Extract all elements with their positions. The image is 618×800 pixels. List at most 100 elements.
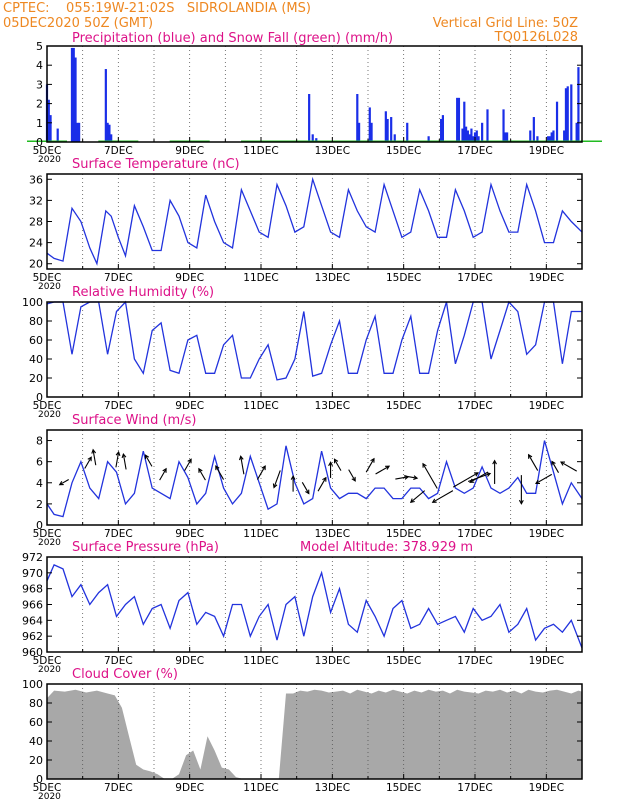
y-tick-label: 1	[36, 117, 43, 130]
x-tick-label: 9DEC	[175, 528, 204, 540]
wind-arrow	[375, 465, 390, 475]
precip-bar	[78, 122, 81, 142]
x-tick-label: 19DEC	[529, 400, 564, 412]
y-tick-label: 4	[36, 59, 43, 72]
x-tick-label: 17DEC	[457, 400, 492, 412]
y-tick-label: 100	[22, 678, 43, 691]
y-tick-label: 60	[29, 716, 43, 729]
y-tick-label: 0	[36, 519, 43, 532]
precip-bar	[529, 130, 532, 142]
y-tick-label: 968	[22, 583, 43, 596]
x-tick-label: 7DEC	[104, 528, 133, 540]
x-tick-label: 13DEC	[315, 782, 350, 794]
x-tick-label: 9DEC	[175, 782, 204, 794]
precip-bar	[440, 118, 443, 142]
precip-bar	[475, 130, 478, 142]
precip-bar	[506, 132, 509, 142]
precip-bar	[441, 115, 444, 142]
wind-x-ticks: 5DEC 7DEC 9DEC 11DEC 13DEC 15DEC 17DEC 19DEC 202…	[33, 520, 564, 548]
x-tick-label: 5DEC	[33, 145, 62, 157]
x-tick-label: 19DEC	[529, 655, 564, 667]
x-tick-label: 17DEC	[457, 145, 492, 157]
humidity-line	[46, 300, 582, 381]
precip-title: Precipitation (blue) and Snow Fall (gree…	[72, 31, 393, 46]
x-tick-label: 11DEC	[243, 272, 278, 284]
x-tick-label: 19DEC	[529, 782, 564, 794]
x-tick-label: 17DEC	[457, 782, 492, 794]
x-tick-label: 17DEC	[457, 655, 492, 667]
wind-arrow-head	[551, 460, 556, 466]
pressure-y-ticks: 960 962 964 966 968 970 972	[22, 551, 582, 659]
wind-arrow-head	[272, 483, 278, 489]
cloud-cover-panel: 0 20 40 60 80 100 5DEC 7DEC 9DEC 11DEC 13DEC 15DEC…	[22, 667, 583, 800]
y-tick-label: 20	[29, 372, 43, 385]
wind-arrow	[273, 470, 281, 488]
wind-arrow-head	[187, 458, 192, 464]
wind-arrow-head	[413, 475, 419, 481]
wind-arrow-head	[328, 461, 333, 467]
x-tick-label: 15DEC	[386, 400, 421, 412]
precip-bar	[56, 128, 59, 142]
precip-bar	[464, 126, 468, 142]
precip-bar	[463, 101, 466, 142]
wind-arrow-head	[121, 452, 127, 459]
precip-bar	[564, 88, 568, 142]
wind-arrow	[122, 453, 127, 470]
x-tick-label: 7DEC	[104, 655, 133, 667]
x-tick-label: 13DEC	[315, 655, 350, 667]
wind-arrow	[184, 459, 192, 471]
precip-bar	[384, 111, 387, 142]
precipitation-panel: 0 1 2 3 4 5 5DEC 7DEC 9DEC 11DEC 13DEC 15DEC 17DEC 1…	[27, 31, 602, 165]
x-year-label: 2020	[38, 665, 61, 675]
y-tick-label: 100	[22, 296, 43, 309]
x-year-label: 2020	[38, 538, 61, 548]
cloud-cover-y-ticks: 0 20 40 60 80 100	[22, 678, 582, 786]
wind-line	[46, 440, 583, 518]
cloud-cover-x-ticks: 5DEC 7DEC 9DEC 11DEC 13DEC 15DEC 17DEC 19DEC 202…	[33, 774, 564, 800]
wind-arrow	[535, 473, 553, 484]
precip-bar	[486, 109, 489, 142]
wind-arrow	[551, 461, 560, 473]
precip-bar	[315, 138, 318, 142]
y-tick-label: 0	[36, 773, 43, 786]
precip-bar	[390, 117, 393, 142]
x-tick-label: 11DEC	[243, 782, 278, 794]
wind-arrow-head	[322, 476, 327, 482]
precip-bar	[104, 69, 107, 142]
wind-arrow-head	[198, 467, 203, 473]
wind-arrow-head	[422, 462, 427, 468]
precip-bar	[548, 136, 551, 142]
precip-bar	[393, 134, 396, 142]
precip-bar	[461, 128, 464, 142]
wind-arrows	[58, 448, 577, 505]
wind-arrow-head	[215, 465, 220, 471]
header-grid-line: Vertical Grid Line: 50Z	[433, 16, 578, 31]
precip-bar	[477, 136, 480, 142]
precip-bar	[502, 109, 505, 142]
precip-bar	[470, 128, 473, 142]
precip-bar	[466, 130, 469, 142]
pressure-title: Surface Pressure (hPa)	[72, 540, 219, 555]
humidity-frame	[46, 301, 583, 398]
precip-bar	[76, 122, 79, 142]
y-tick-label: 40	[29, 735, 43, 748]
precip-bar	[468, 134, 471, 142]
precip-bar	[552, 130, 555, 142]
precip-bar	[570, 84, 573, 142]
cloud-cover-area	[47, 689, 582, 779]
precip-bar	[49, 115, 52, 142]
wind-arrow	[240, 456, 245, 475]
x-year-label: 2020	[38, 410, 61, 420]
temperature-y-ticks: 20 24 28 32 36	[29, 173, 582, 271]
wind-arrow-head	[486, 472, 492, 477]
precip-bar	[406, 122, 409, 142]
x-tick-label: 5DEC	[33, 528, 62, 540]
wind-arrow-head	[560, 461, 565, 466]
precip-bar	[47, 99, 50, 142]
precip-bar	[504, 132, 507, 142]
temperature-frame	[46, 173, 583, 270]
wind-arrow	[348, 469, 356, 482]
precip-bar	[550, 132, 553, 142]
wind-arrow-head	[58, 481, 64, 486]
precip-bar	[72, 47, 75, 142]
